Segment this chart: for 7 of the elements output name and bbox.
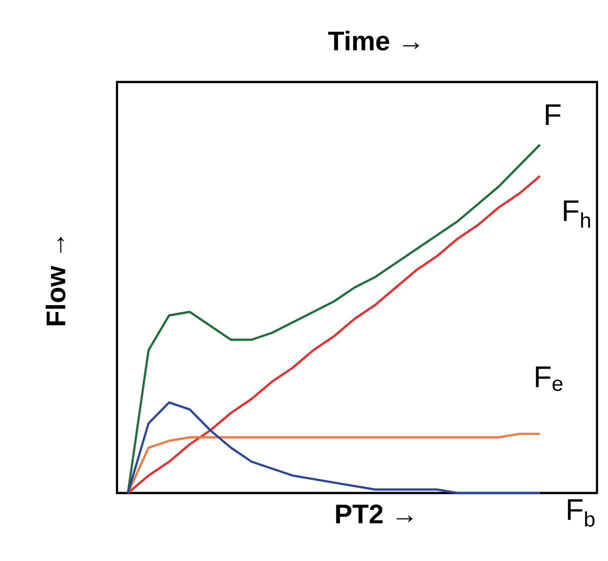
series-label: F$_{h}$	[564, 200, 590, 228]
chart-title: Time →	[328, 30, 420, 50]
y-axis-title: Flow →	[46, 236, 66, 326]
series-label: F	[546, 104, 561, 125]
series-label: F$_{b}$	[568, 499, 594, 527]
x-axis-title: PT2 →	[336, 504, 413, 524]
series-label: F$_{e}$	[536, 366, 562, 392]
